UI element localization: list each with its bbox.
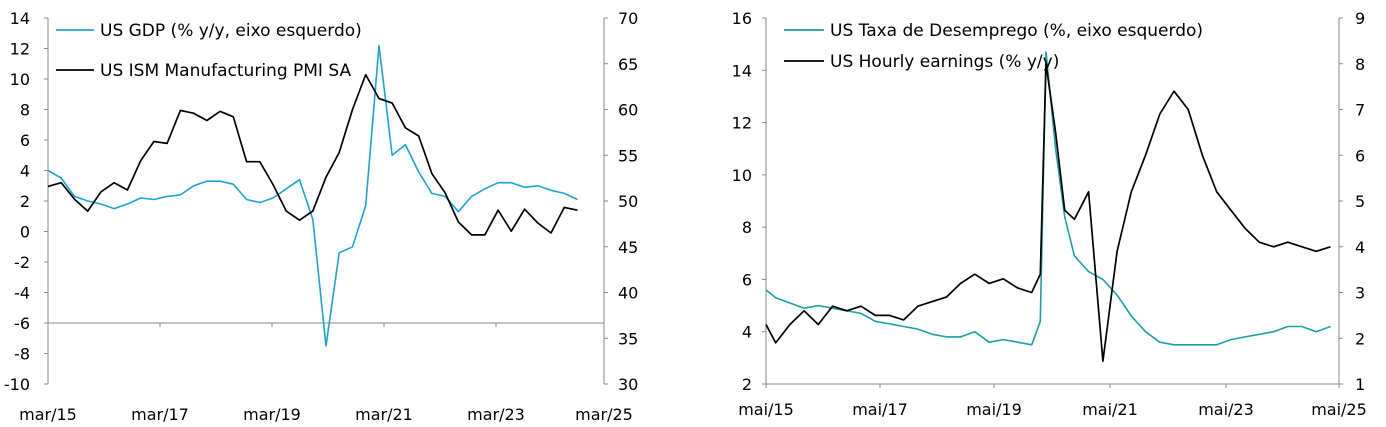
series-line-1 xyxy=(765,51,1331,346)
x-tick-label: mar/19 xyxy=(243,405,301,424)
left-y-tick-label: 0 xyxy=(20,223,30,242)
left-y-tick-label: 8 xyxy=(742,218,752,237)
left-y-tick-label: 10 xyxy=(10,70,30,89)
right-y-tick-label: 30 xyxy=(618,375,638,394)
left-y-tick-label: 8 xyxy=(20,101,30,120)
legend-label-2: US Hourly earnings (% y/y) xyxy=(830,52,1059,72)
right-y-tick-label: 2 xyxy=(1355,329,1365,348)
left-y-tick-label: 6 xyxy=(742,270,752,289)
legend-label-1: US Taxa de Desemprego (%, eixo esquerdo) xyxy=(830,21,1203,41)
series-line-1 xyxy=(47,44,578,347)
left-y-tick-label: -6 xyxy=(14,314,30,333)
right-y-tick-label: 3 xyxy=(1355,284,1365,303)
right-y-tick-label: 9 xyxy=(1355,9,1365,28)
chart-panel-1: 14 12 10 8 6 4 2 0 -2 -4 -6 -8 -10 70 65 60 55 50 45 40 35 30… xyxy=(4,9,639,424)
legend-label-1: US GDP (% y/y, eixo esquerdo) xyxy=(100,21,362,41)
x-tick-label: mai/21 xyxy=(1082,400,1138,419)
series-line-2 xyxy=(765,62,1331,362)
right-y-tick-label: 60 xyxy=(618,101,638,120)
right-y-tick-label: 35 xyxy=(618,329,638,348)
left-y-tick-label: 6 xyxy=(20,131,30,150)
x-tick-label: mar/23 xyxy=(467,405,525,424)
x-tick-label: mar/15 xyxy=(19,405,77,424)
left-y-tick-label: 10 xyxy=(732,166,752,185)
x-tick-label: mar/25 xyxy=(575,405,633,424)
x-tick-label: mai/19 xyxy=(966,400,1022,419)
left-y-tick-label: 12 xyxy=(10,40,30,59)
x-tick-label: mai/23 xyxy=(1198,400,1254,419)
left-y-tick-label: 2 xyxy=(742,375,752,394)
right-y-tick-label: 4 xyxy=(1355,238,1365,257)
x-tick-label: mai/15 xyxy=(738,400,794,419)
left-y-tick-label: -2 xyxy=(14,253,30,272)
left-y-tick-label: -10 xyxy=(4,375,30,394)
left-y-tick-label: 4 xyxy=(742,323,752,342)
left-y-tick-label: 4 xyxy=(20,162,30,181)
right-y-tick-label: 45 xyxy=(618,238,638,257)
right-y-tick-label: 65 xyxy=(618,55,638,74)
right-y-tick-label: 5 xyxy=(1355,192,1365,211)
right-y-tick-label: 40 xyxy=(618,284,638,303)
x-tick-label: mai/17 xyxy=(852,400,908,419)
right-y-tick-label: 55 xyxy=(618,146,638,165)
left-y-tick-label: -8 xyxy=(14,345,30,364)
left-y-tick-label: 2 xyxy=(20,192,30,211)
left-y-tick-label: 16 xyxy=(732,9,752,28)
left-y-tick-label: -4 xyxy=(14,284,30,303)
right-y-tick-label: 1 xyxy=(1355,375,1365,394)
right-y-tick-label: 8 xyxy=(1355,55,1365,74)
x-tick-label: mai/25 xyxy=(1311,400,1367,419)
x-tick-label: mar/21 xyxy=(355,405,413,424)
left-y-tick-label: 14 xyxy=(10,9,30,28)
left-y-tick-label: 14 xyxy=(732,61,752,80)
series-line-2 xyxy=(47,73,578,236)
left-y-tick-label: 12 xyxy=(732,114,752,133)
right-y-tick-label: 6 xyxy=(1355,146,1365,165)
legend-label-2: US ISM Manufacturing PMI SA xyxy=(100,61,351,81)
right-y-tick-label: 50 xyxy=(618,192,638,211)
x-tick-label: mar/17 xyxy=(131,405,189,424)
right-y-tick-label: 7 xyxy=(1355,101,1365,120)
right-y-tick-label: 70 xyxy=(618,9,638,28)
chart-panel-2: 16 14 12 10 8 6 4 2 9 8 7 6 5 4 3 2 1 mai/15 mai/17 mai/19 m… xyxy=(732,9,1367,419)
